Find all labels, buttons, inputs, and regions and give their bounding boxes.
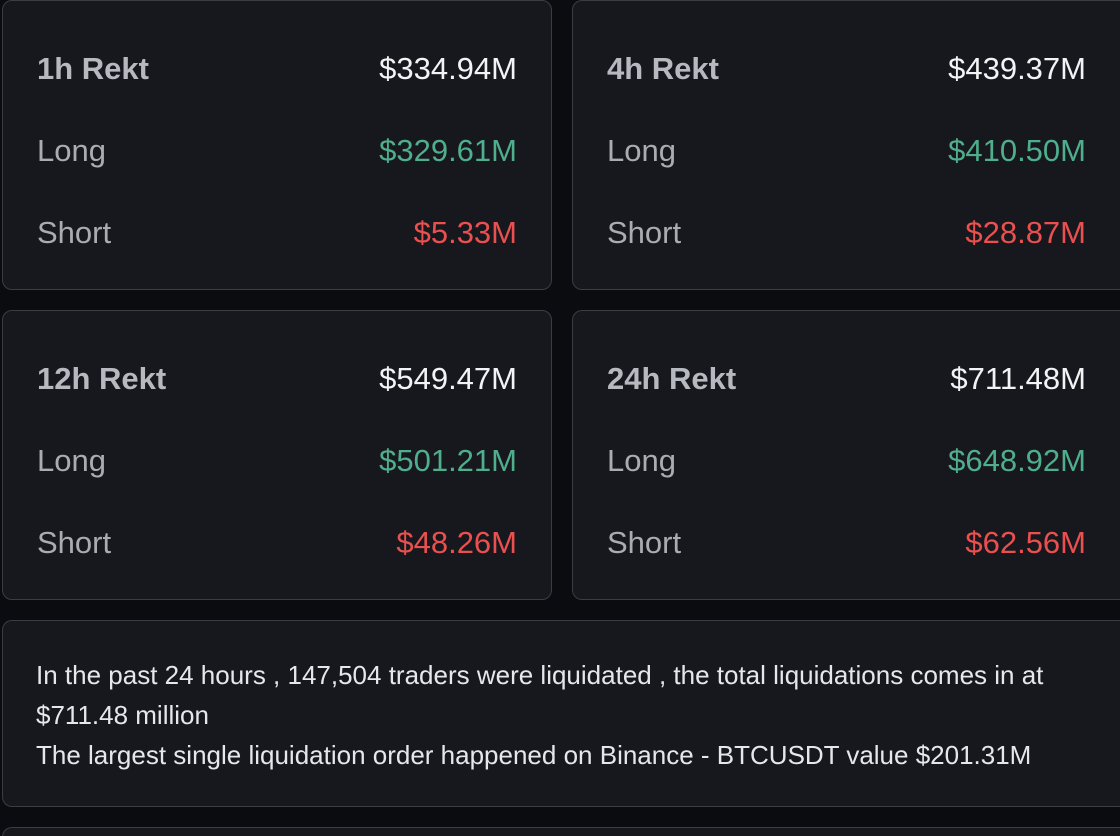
long-value: $329.61M	[379, 133, 517, 168]
liquidation-summary-panel: In the past 24 hours , 147,504 traders w…	[2, 620, 1120, 807]
long-row: Long $648.92M	[607, 441, 1086, 481]
rekt-total-value: $334.94M	[379, 51, 517, 86]
summary-liquidated-text: In the past 24 hours , 147,504 traders w…	[36, 660, 1044, 730]
long-label: Long	[607, 443, 676, 478]
short-label: Short	[37, 525, 112, 560]
short-label: Short	[37, 215, 112, 250]
rekt-card-title: 24h Rekt	[607, 361, 737, 396]
long-row: Long $410.50M	[607, 131, 1086, 171]
long-label: Long	[37, 443, 106, 478]
rekt-card-24h: 24h Rekt $711.48M Long $648.92M Short $6…	[572, 310, 1120, 600]
rekt-total-value: $549.47M	[379, 361, 517, 396]
long-label: Long	[37, 133, 106, 168]
short-label: Short	[607, 215, 682, 250]
short-row: Short $5.33M	[37, 213, 517, 253]
next-panel-edge	[2, 827, 1120, 836]
rekt-total-row: 1h Rekt $334.94M	[37, 49, 517, 89]
long-value: $501.21M	[379, 443, 517, 478]
rekt-card-title: 1h Rekt	[37, 51, 149, 86]
short-value: $5.33M	[413, 215, 517, 250]
long-label: Long	[607, 133, 676, 168]
long-row: Long $501.21M	[37, 441, 517, 481]
rekt-card-title: 4h Rekt	[607, 51, 719, 86]
rekt-total-row: 12h Rekt $549.47M	[37, 359, 517, 399]
long-row: Long $329.61M	[37, 131, 517, 171]
rekt-card-4h: 4h Rekt $439.37M Long $410.50M Short $28…	[572, 0, 1120, 290]
short-row: Short $48.26M	[37, 523, 517, 563]
rekt-total-row: 4h Rekt $439.37M	[607, 49, 1086, 89]
short-label: Short	[607, 525, 682, 560]
rekt-card-12h: 12h Rekt $549.47M Long $501.21M Short $4…	[2, 310, 552, 600]
rekt-card-1h: 1h Rekt $334.94M Long $329.61M Short $5.…	[2, 0, 552, 290]
short-row: Short $62.56M	[607, 523, 1086, 563]
long-value: $648.92M	[948, 443, 1086, 478]
short-value: $48.26M	[396, 525, 517, 560]
short-row: Short $28.87M	[607, 213, 1086, 253]
rekt-total-row: 24h Rekt $711.48M	[607, 359, 1086, 399]
rekt-total-value: $439.37M	[948, 51, 1086, 86]
long-value: $410.50M	[948, 133, 1086, 168]
short-value: $28.87M	[965, 215, 1086, 250]
rekt-card-title: 12h Rekt	[37, 361, 167, 396]
short-value: $62.56M	[965, 525, 1086, 560]
summary-largest-order-text: The largest single liquidation order hap…	[36, 740, 1032, 770]
rekt-total-value: $711.48M	[950, 361, 1086, 396]
